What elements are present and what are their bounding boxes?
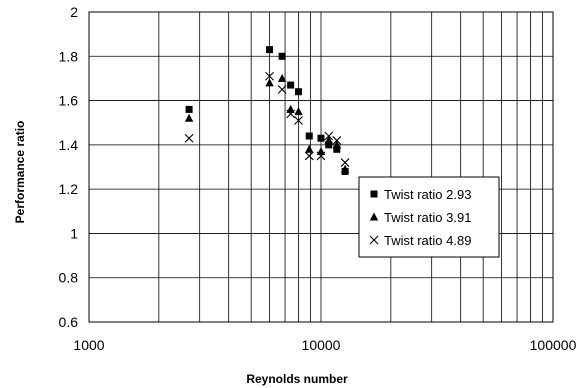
data-point-series-1: [325, 141, 333, 149]
legend: Twist ratio 2.93 Twist ratio 3.91 Twist ra…: [358, 176, 500, 258]
data-point-series-2: [305, 144, 314, 153]
y-axis-title: Performance ratio: [13, 121, 27, 224]
legend-label: Twist ratio 2.93: [384, 187, 471, 202]
data-point-series-3: [324, 131, 334, 141]
y-tick-label: 1.2: [59, 181, 79, 197]
legend-box: [358, 176, 500, 258]
legend-item: Twist ratio 3.91: [369, 210, 471, 225]
y-tick-label: 2: [70, 4, 78, 20]
legend-marker-square: [370, 190, 378, 198]
x-tick-label: 100000: [530, 337, 577, 353]
y-tick-label: 0.6: [59, 314, 79, 330]
grid: [88, 11, 553, 323]
data-point-series-2: [265, 78, 274, 87]
data-point-series-3: [340, 158, 350, 167]
x-axis-title: Reynolds number: [246, 372, 348, 386]
data-point-series-1: [287, 81, 295, 89]
data-point-series-2: [332, 140, 342, 149]
x-tick-label: 1000: [73, 337, 104, 353]
data-markers: [184, 46, 350, 175]
plot-area-frame: [88, 11, 554, 323]
data-point-series-2: [286, 104, 295, 113]
data-point-series-1: [305, 132, 313, 140]
data-point-series-1: [317, 134, 325, 142]
legend-marker-x: [369, 235, 379, 245]
data-point-series-1: [266, 46, 274, 54]
legend-marker-triangle: [369, 212, 379, 221]
data-point-series-3: [286, 109, 296, 119]
data-point-series-3: [265, 71, 274, 81]
data-point-series-3: [294, 116, 303, 125]
data-point-series-3: [184, 133, 194, 143]
data-point-series-2: [324, 135, 333, 144]
y-tick-label: 1.8: [59, 48, 79, 64]
y-tick-label: 0.8: [59, 270, 79, 286]
legend-item: Twist ratio 2.93: [370, 187, 471, 202]
data-point-series-1: [185, 105, 193, 113]
data-point-series-2: [340, 164, 350, 173]
data-point-series-2: [184, 113, 194, 122]
x-tick-label: 10000: [302, 337, 341, 353]
legend-item: Twist ratio 4.89: [369, 233, 471, 248]
legend-label: Twist ratio 3.91: [384, 210, 471, 225]
data-point-series-1: [333, 145, 341, 153]
data-point-series-2: [294, 107, 303, 116]
data-point-series-1: [295, 88, 303, 96]
y-tick-label: 1.4: [59, 137, 79, 153]
data-point-series-3: [304, 151, 314, 161]
y-tick-label: 1: [70, 225, 78, 241]
data-point-series-3: [332, 136, 342, 145]
tick-labels: 0.6 0.8 1 1.2 1.4 1.6 1.8 2 1000 10000 100000: [59, 4, 577, 353]
data-point-series-2: [316, 147, 326, 155]
y-tick-label: 1.6: [59, 93, 79, 109]
data-point-series-1: [278, 52, 286, 60]
data-point-series-3: [316, 151, 326, 161]
legend-label: Twist ratio 4.89: [384, 233, 471, 248]
data-point-series-3: [277, 85, 287, 94]
data-point-series-2: [277, 73, 287, 82]
